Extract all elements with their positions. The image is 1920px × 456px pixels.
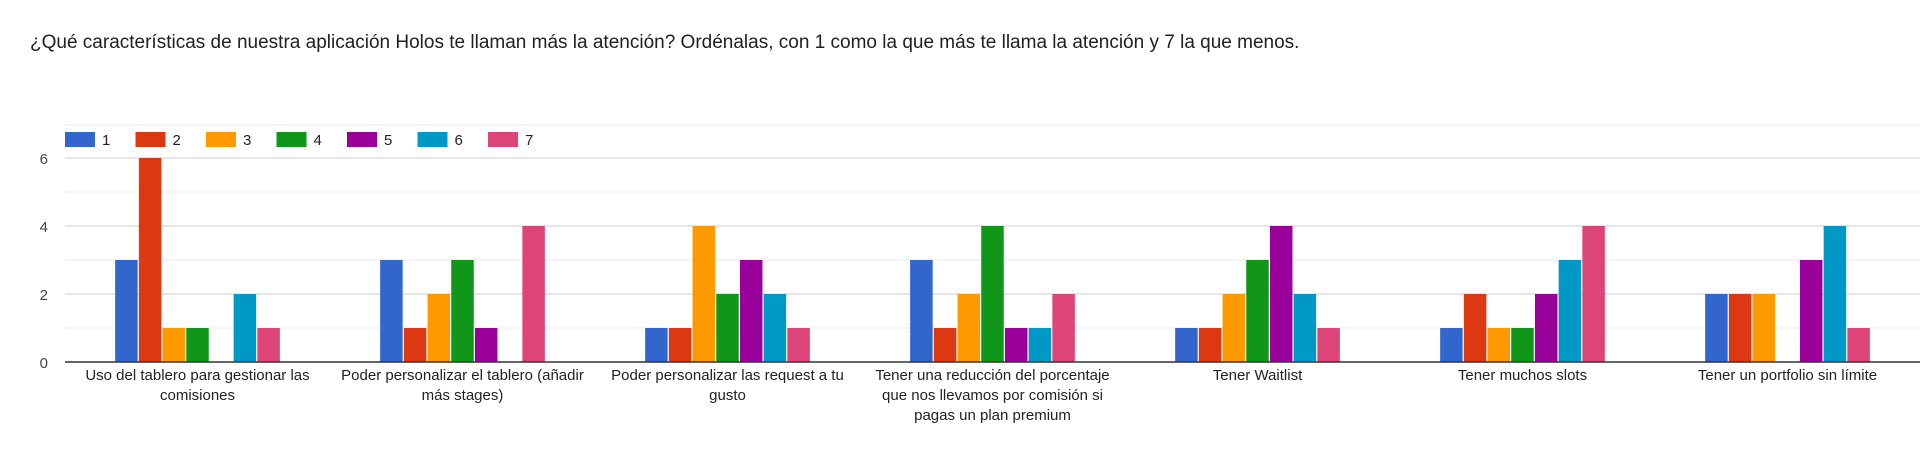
bar	[403, 328, 427, 362]
bar	[763, 294, 787, 362]
bar	[138, 158, 162, 362]
bar	[451, 260, 474, 362]
bar	[957, 294, 981, 362]
bar	[645, 328, 668, 362]
bar	[1269, 226, 1293, 362]
legend-label: 6	[455, 132, 463, 149]
bar	[933, 328, 957, 362]
x-category-label: Poder personalizar el tablero (añadir	[341, 367, 584, 384]
bar	[1752, 294, 1776, 362]
bar	[1246, 260, 1269, 362]
legend-swatch	[135, 132, 166, 147]
bar	[1028, 328, 1052, 362]
bar	[1511, 328, 1534, 362]
x-category-label: pagas un plan premium	[914, 407, 1071, 424]
bar	[474, 328, 498, 362]
bar	[981, 226, 1004, 362]
bar	[1728, 294, 1752, 362]
bar	[1004, 328, 1028, 362]
x-category-label: Uso del tablero para gestionar las	[85, 367, 309, 384]
bar	[522, 226, 545, 362]
bar	[1175, 328, 1198, 362]
legend-label: 1	[102, 132, 110, 149]
legend-swatch	[488, 132, 518, 147]
x-category-label: comisiones	[160, 387, 235, 404]
x-category-label: que nos llevamos por comisión si	[882, 387, 1103, 404]
legend-label: 7	[525, 132, 533, 149]
bar	[716, 294, 739, 362]
bar	[1198, 328, 1222, 362]
bar	[1463, 294, 1487, 362]
bar	[257, 328, 280, 362]
y-tick-label: 4	[40, 219, 48, 236]
legend-swatch	[276, 132, 307, 147]
bar	[1799, 260, 1823, 362]
bar	[115, 260, 138, 362]
x-category-label: Tener muchos slots	[1458, 367, 1587, 384]
y-tick-label: 6	[40, 151, 48, 168]
bar	[427, 294, 451, 362]
x-category-label: Tener un portfolio sin límite	[1698, 367, 1877, 384]
legend-swatch	[417, 132, 448, 147]
bar	[787, 328, 810, 362]
x-category-label: más stages)	[422, 387, 504, 404]
bar	[1487, 328, 1511, 362]
bar	[1823, 226, 1847, 362]
bar	[1293, 294, 1317, 362]
legend-label: 2	[173, 132, 181, 149]
bar	[1440, 328, 1463, 362]
x-category-label: Tener Waitlist	[1213, 367, 1303, 384]
x-category-label: gusto	[709, 387, 746, 404]
bar	[668, 328, 692, 362]
legend-swatch	[347, 132, 377, 147]
legend-label: 5	[384, 132, 392, 149]
legend-swatch	[206, 132, 236, 147]
question-title: ¿Qué características de nuestra aplicaci…	[30, 32, 1300, 53]
bar	[692, 226, 716, 362]
bar	[162, 328, 186, 362]
bar	[380, 260, 403, 362]
bar	[186, 328, 209, 362]
bar	[910, 260, 933, 362]
bar	[233, 294, 257, 362]
y-tick-label: 2	[40, 287, 48, 304]
y-tick-label: 0	[40, 355, 48, 372]
x-category-label: Tener una reducción del porcentaje	[875, 367, 1109, 384]
bar	[1558, 260, 1582, 362]
bar	[1705, 294, 1728, 362]
bar	[1534, 294, 1558, 362]
bar	[1052, 294, 1075, 362]
bar	[1582, 226, 1605, 362]
legend-swatch	[65, 132, 95, 147]
bar	[1222, 294, 1246, 362]
bar	[1847, 328, 1870, 362]
legend-label: 4	[314, 132, 322, 149]
bar	[739, 260, 763, 362]
bar	[1317, 328, 1340, 362]
x-category-label: Poder personalizar las request a tu	[611, 367, 844, 384]
legend-label: 3	[243, 132, 251, 149]
